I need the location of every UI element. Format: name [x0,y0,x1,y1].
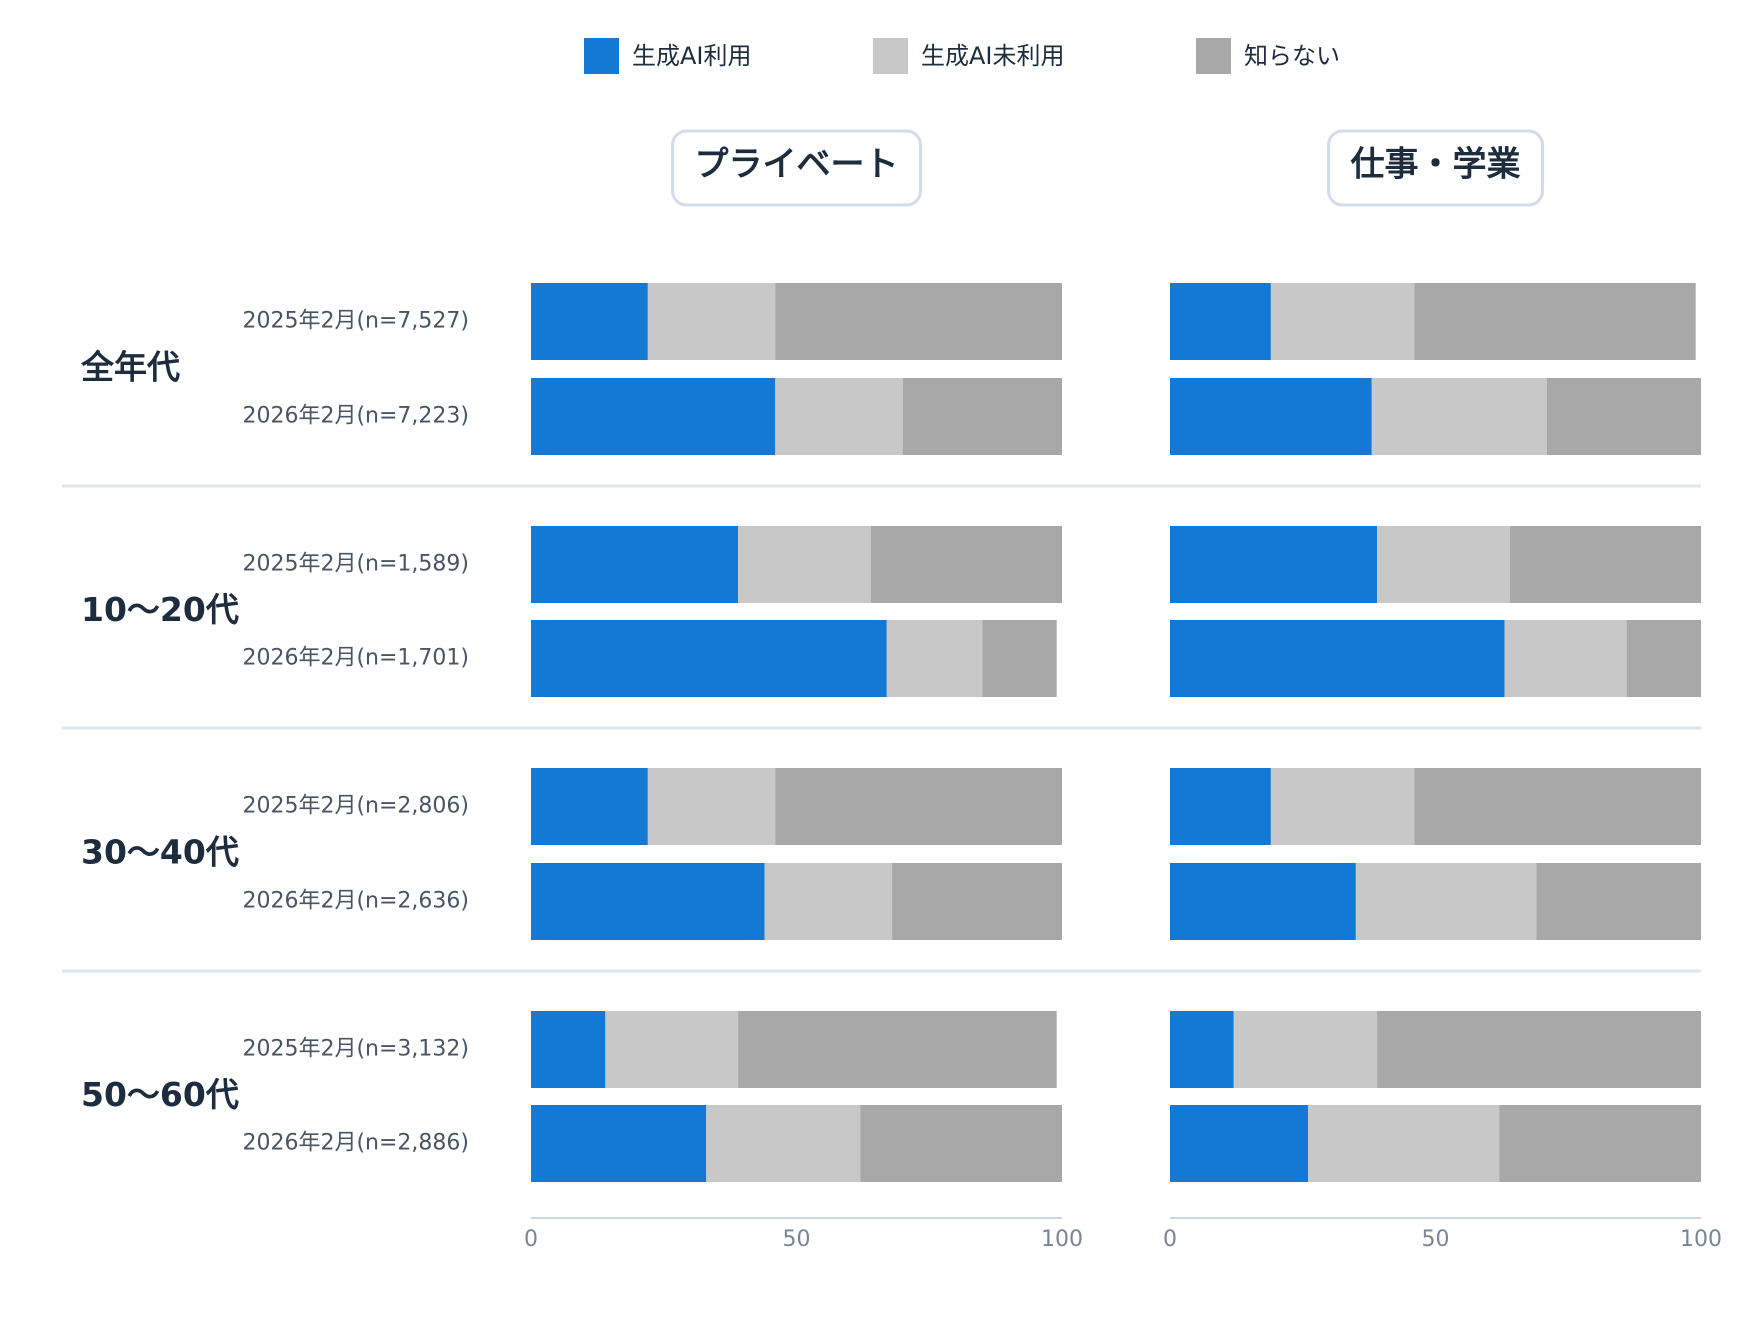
row-label: 2026年2月(n=2,636) [242,889,469,914]
bar-segment [1509,526,1701,603]
bar-segment [647,283,776,360]
bar-segment [531,1105,707,1182]
bar-segment [1536,863,1701,940]
bar-segment [706,1105,861,1182]
x-tick-label: 50 [783,1227,811,1252]
panel-title: プライベート [695,145,899,185]
bar-segment [860,1105,1062,1182]
bar-segment [531,283,648,360]
x-tick-label: 50 [1422,1227,1450,1252]
bar-segment [1414,768,1701,845]
bar-segment [531,863,765,940]
group-label: 全年代 [80,348,180,387]
bar-segment [605,1011,739,1088]
bar-segment [1170,1011,1234,1088]
bar-segment [1377,1011,1701,1088]
bar-segment [738,1011,1057,1088]
group-label: 50〜60代 [81,1075,239,1114]
legend-label: 生成AI未利用 [921,42,1065,70]
bar-segment [1270,768,1415,845]
panel-title-box [671,129,922,207]
bar-segment [1170,620,1505,697]
legend-swatch [1196,38,1231,74]
legend-swatch [584,38,619,74]
row-label: 2025年2月(n=7,527) [242,309,469,334]
bar-segment [531,620,887,697]
bar-segment [902,378,1062,455]
row-label: 2026年2月(n=2,886) [242,1131,469,1156]
x-tick-label: 0 [524,1227,538,1252]
bar-segment [738,526,871,603]
bar-segment [764,863,893,940]
bar-segment [775,768,1062,845]
row-label: 2025年2月(n=2,806) [242,794,469,819]
bar-segment [1499,1105,1701,1182]
bar-segment [647,768,776,845]
bar-segment [531,526,739,603]
bar-segment [1355,863,1537,940]
bar-segment [886,620,983,697]
bar-segment [1170,283,1271,360]
bar-segment [531,768,648,845]
row-label: 2026年2月(n=7,223) [242,404,469,429]
bar-segment [531,378,776,455]
row-label: 2026年2月(n=1,701) [242,646,469,671]
bar-segment [1377,526,1510,603]
bar-segment [982,620,1057,697]
panel-title-box [1327,129,1544,207]
bar-segment [1170,768,1271,845]
bar-segment [1414,283,1696,360]
group-label: 30〜40代 [81,833,239,872]
panel-title: 仕事・学業 [1351,145,1521,185]
bar-segment [1547,378,1701,455]
legend-label: 生成AI利用 [632,42,752,70]
bar-segment [775,378,903,455]
bar-segment [1170,378,1372,455]
group-label: 10〜20代 [81,590,239,629]
row-label: 2025年2月(n=3,132) [242,1037,469,1062]
row-label: 2025年2月(n=1,589) [242,552,469,577]
legend-swatch [873,38,908,74]
bar-segment [531,1011,606,1088]
bar-segment [1233,1011,1378,1088]
bar-segment [870,526,1062,603]
bar-segment [1626,620,1701,697]
bar-segment [1170,526,1378,603]
bar-segment [1270,283,1415,360]
bar-segment [1308,1105,1500,1182]
legend-label: 知らない [1244,42,1340,70]
bar-segment [775,283,1062,360]
x-tick-label: 100 [1041,1227,1083,1252]
bar-segment [892,863,1062,940]
x-tick-label: 100 [1680,1227,1722,1252]
bar-segment [1170,863,1356,940]
bar-segment [1504,620,1627,697]
bar-segment [1371,378,1548,455]
bar-segment [1170,1105,1309,1182]
x-tick-label: 0 [1163,1227,1177,1252]
